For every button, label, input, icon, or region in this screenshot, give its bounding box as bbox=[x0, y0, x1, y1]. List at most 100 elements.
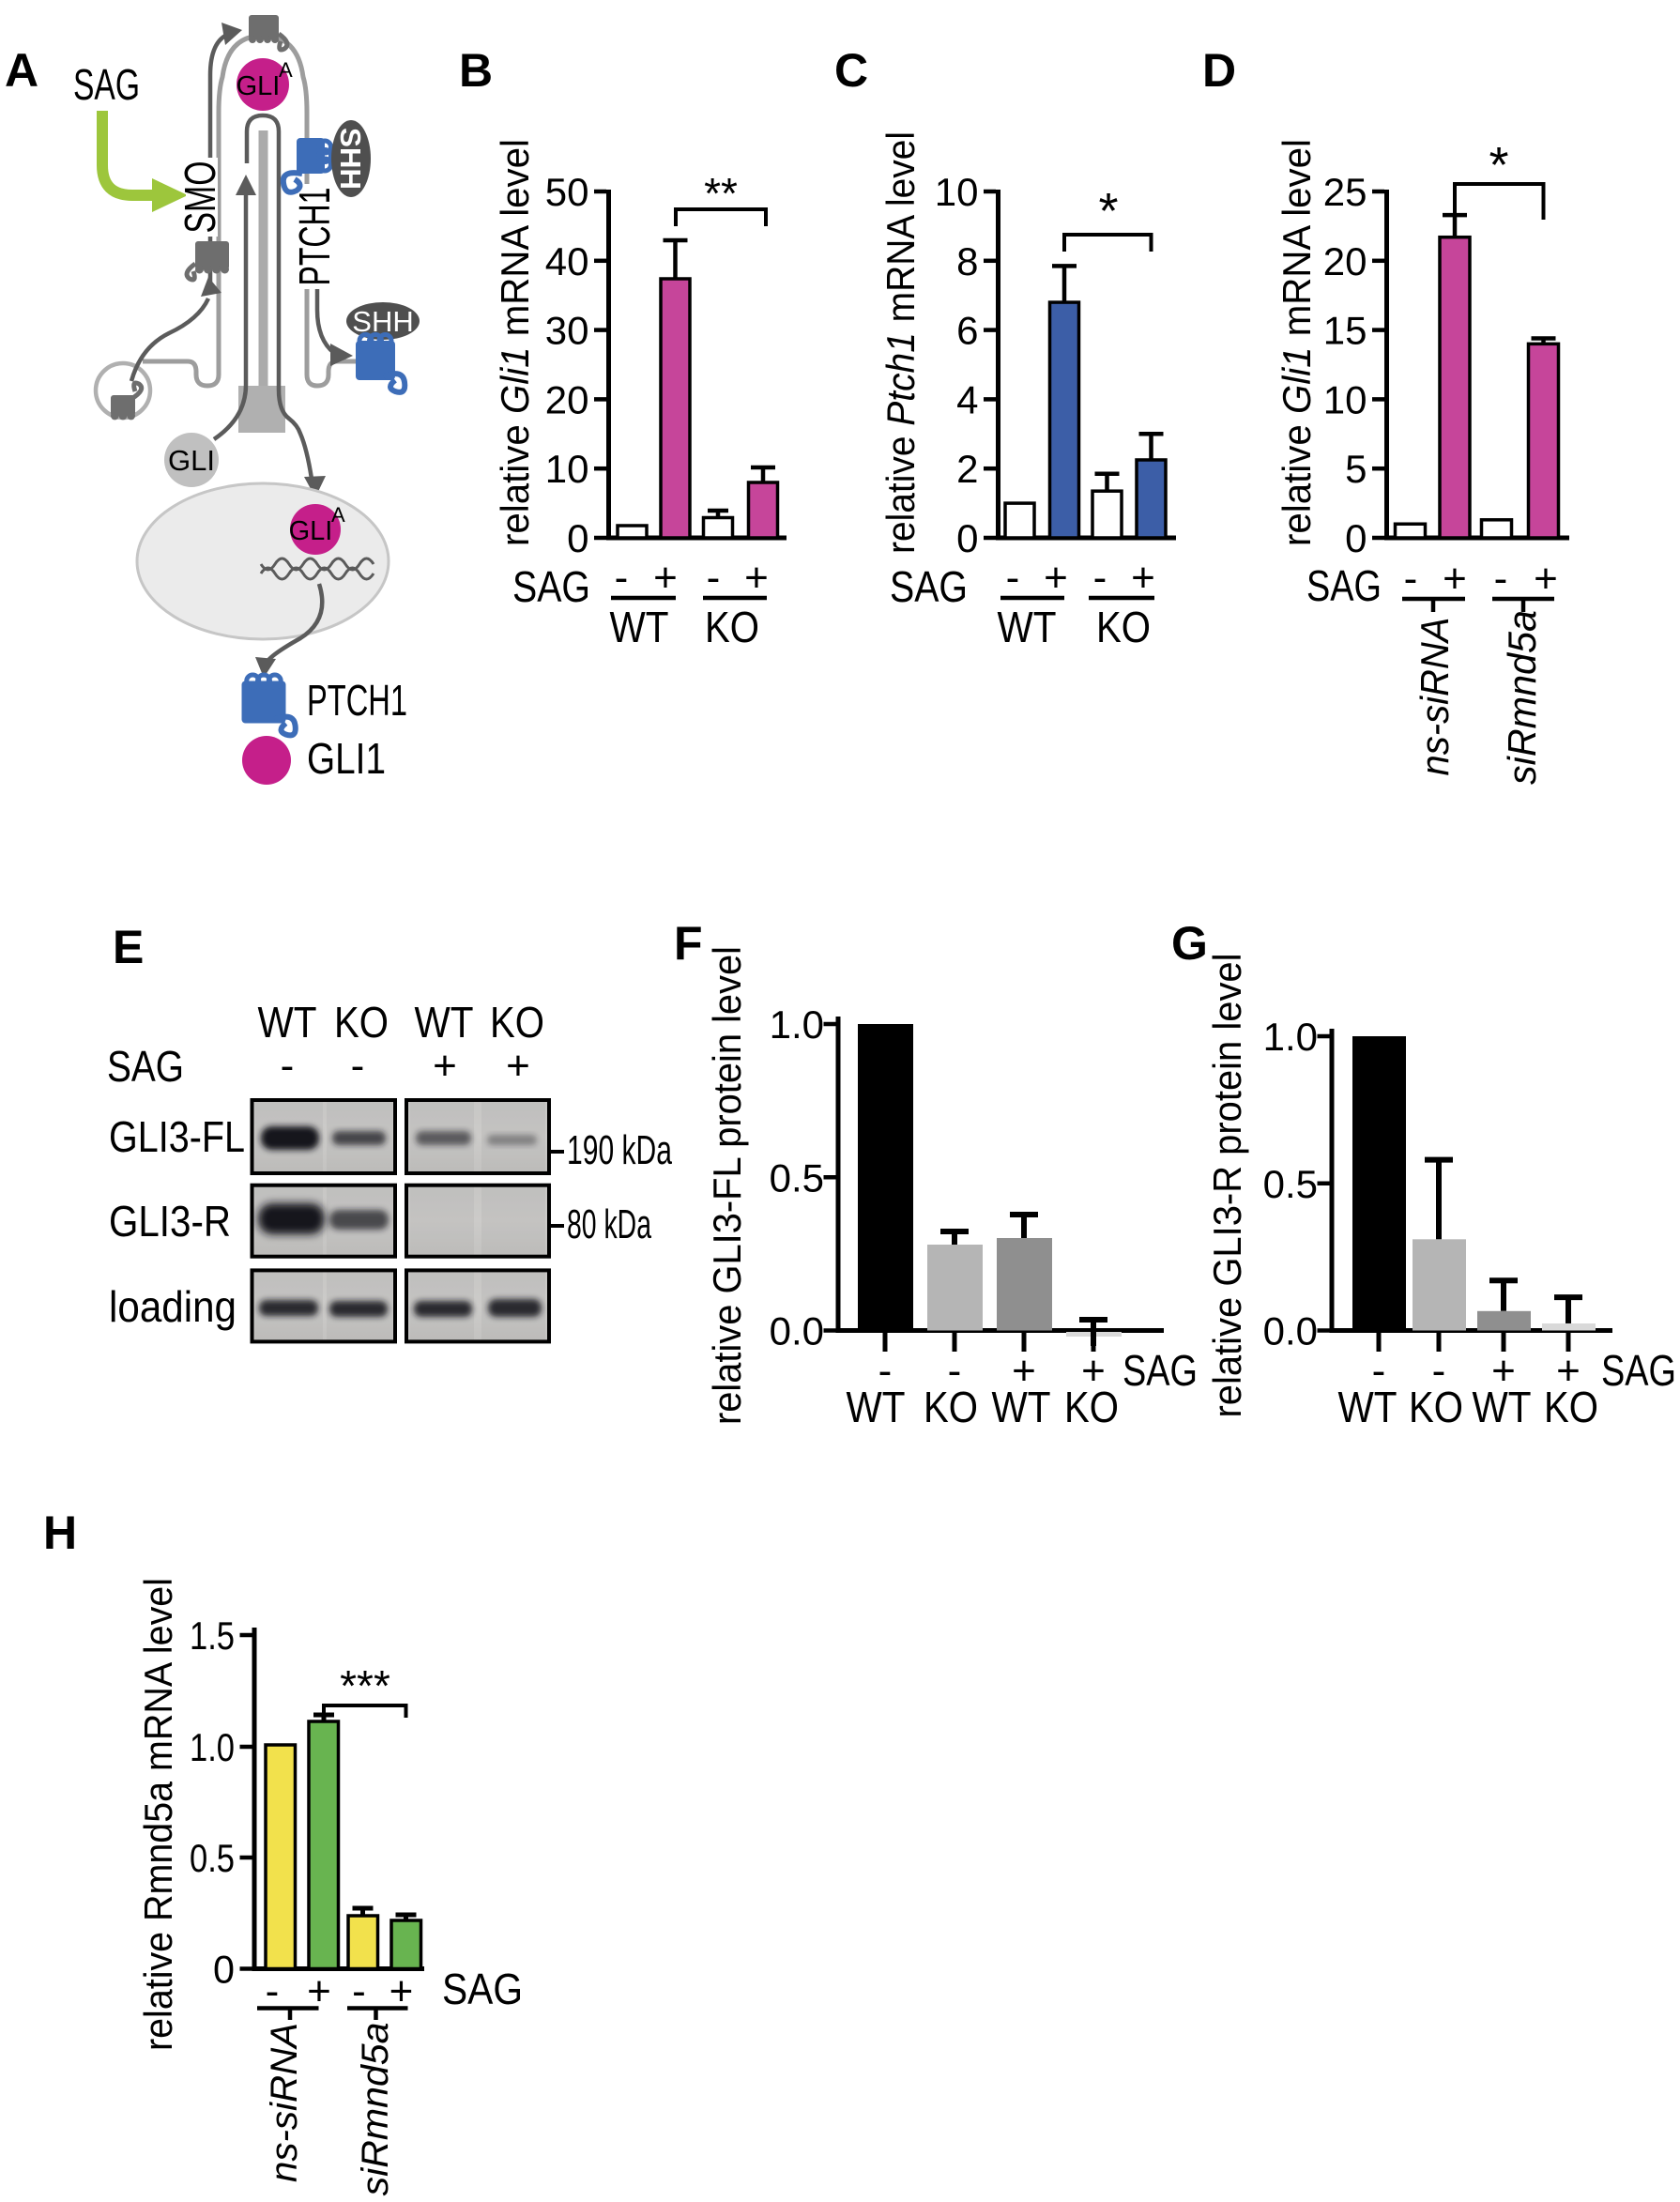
svg-text:relative Gli1 mRNA level: relative Gli1 mRNA level bbox=[493, 139, 537, 546]
svg-text:-: - bbox=[281, 1043, 295, 1089]
svg-text:*: * bbox=[1098, 183, 1118, 239]
svg-text:ns-siRNA: ns-siRNA bbox=[1413, 618, 1457, 776]
svg-text:SMO: SMO bbox=[176, 161, 224, 234]
svg-text:0: 0 bbox=[213, 1948, 235, 1992]
svg-text:A: A bbox=[279, 58, 293, 82]
svg-text:-: - bbox=[1093, 555, 1107, 601]
svg-text:-: - bbox=[352, 1968, 366, 2014]
svg-text:+: + bbox=[1044, 555, 1068, 601]
svg-text:WT: WT bbox=[1473, 1383, 1532, 1431]
svg-text:10: 10 bbox=[1323, 377, 1367, 421]
svg-text:KO: KO bbox=[705, 603, 759, 651]
svg-text:0.5: 0.5 bbox=[1263, 1162, 1318, 1206]
svg-text:siRmnd5a: siRmnd5a bbox=[1500, 610, 1544, 785]
svg-text:+: + bbox=[1081, 1348, 1106, 1394]
svg-text:KO: KO bbox=[1096, 603, 1151, 651]
svg-text:80 kDa: 80 kDa bbox=[567, 1201, 651, 1247]
svg-text:PTCH1: PTCH1 bbox=[290, 188, 339, 286]
svg-text:15: 15 bbox=[1323, 309, 1367, 353]
svg-text:E: E bbox=[113, 921, 144, 973]
svg-text:**: ** bbox=[704, 169, 738, 218]
svg-text:relative Rmnd5a mRNA level: relative Rmnd5a mRNA level bbox=[136, 1578, 180, 2051]
svg-text:-: - bbox=[351, 1043, 365, 1089]
svg-text:-: - bbox=[1372, 1348, 1386, 1394]
svg-text:KO: KO bbox=[334, 998, 389, 1047]
svg-text:WT: WT bbox=[847, 1383, 906, 1431]
svg-text:0.5: 0.5 bbox=[190, 1836, 235, 1880]
svg-text:5: 5 bbox=[1345, 447, 1367, 491]
svg-text:20: 20 bbox=[545, 377, 589, 421]
svg-text:1.5: 1.5 bbox=[190, 1613, 235, 1658]
svg-text:+: + bbox=[744, 555, 769, 601]
svg-text:-: - bbox=[615, 555, 629, 601]
svg-text:20: 20 bbox=[1323, 239, 1367, 283]
svg-text:GLI: GLI bbox=[168, 444, 215, 477]
svg-text:GLI3-FL: GLI3-FL bbox=[109, 1112, 245, 1161]
svg-text:1.0: 1.0 bbox=[190, 1725, 235, 1769]
svg-text:loading: loading bbox=[109, 1282, 237, 1331]
svg-text:SAG: SAG bbox=[512, 562, 590, 611]
svg-text:SAG: SAG bbox=[107, 1042, 184, 1091]
svg-text:190 kDa: 190 kDa bbox=[567, 1127, 672, 1173]
svg-text:WT: WT bbox=[998, 603, 1057, 651]
svg-text:2: 2 bbox=[956, 447, 978, 491]
svg-text:D: D bbox=[1202, 44, 1236, 97]
svg-text:+: + bbox=[1131, 555, 1155, 601]
svg-text:***: *** bbox=[340, 1661, 390, 1710]
svg-text:GLI: GLI bbox=[289, 516, 333, 546]
svg-text:relative GLI3-R protein level: relative GLI3-R protein level bbox=[1205, 954, 1249, 1418]
svg-text:-: - bbox=[707, 555, 721, 601]
svg-text:8: 8 bbox=[956, 239, 978, 283]
svg-text:+: + bbox=[1443, 556, 1467, 602]
svg-text:B: B bbox=[459, 44, 493, 97]
svg-text:0: 0 bbox=[956, 516, 978, 560]
svg-text:SAG: SAG bbox=[1123, 1346, 1198, 1395]
svg-text:*: * bbox=[1489, 137, 1508, 193]
svg-text:+: + bbox=[1556, 1348, 1581, 1394]
svg-text:0.5: 0.5 bbox=[770, 1155, 824, 1200]
svg-text:+: + bbox=[1491, 1348, 1516, 1394]
svg-text:A: A bbox=[331, 503, 345, 527]
svg-text:WT: WT bbox=[1338, 1383, 1397, 1431]
svg-text:GLI3-R: GLI3-R bbox=[109, 1197, 231, 1246]
svg-text:GLI1: GLI1 bbox=[307, 734, 386, 783]
svg-text:C: C bbox=[834, 44, 868, 97]
svg-text:10: 10 bbox=[935, 170, 979, 214]
svg-text:+: + bbox=[653, 555, 678, 601]
svg-text:SAG: SAG bbox=[890, 562, 968, 611]
svg-text:KO: KO bbox=[924, 1383, 978, 1431]
svg-text:siRmnd5a: siRmnd5a bbox=[355, 2023, 396, 2196]
svg-text:-: - bbox=[878, 1348, 893, 1394]
svg-text:+: + bbox=[433, 1043, 457, 1089]
svg-text:-: - bbox=[948, 1348, 962, 1394]
svg-text:relative Gli1 mRNA level: relative Gli1 mRNA level bbox=[1275, 139, 1319, 546]
svg-text:-: - bbox=[1494, 556, 1508, 602]
svg-text:relative Ptch1 mRNA level: relative Ptch1 mRNA level bbox=[878, 131, 923, 554]
svg-text:WT: WT bbox=[258, 998, 317, 1047]
svg-text:25: 25 bbox=[1323, 170, 1367, 214]
svg-text:H: H bbox=[43, 1506, 77, 1559]
svg-text:KO: KO bbox=[1544, 1383, 1598, 1431]
svg-text:KO: KO bbox=[490, 998, 544, 1047]
svg-text:WT: WT bbox=[992, 1383, 1051, 1431]
svg-text:4: 4 bbox=[956, 377, 978, 421]
svg-text:KO: KO bbox=[1064, 1383, 1119, 1431]
svg-text:SAG: SAG bbox=[1601, 1346, 1676, 1395]
svg-text:0: 0 bbox=[1345, 516, 1367, 560]
svg-text:-: - bbox=[266, 1968, 280, 2014]
svg-text:GLI: GLI bbox=[237, 71, 281, 101]
svg-text:G: G bbox=[1171, 917, 1208, 970]
svg-text:PTCH1: PTCH1 bbox=[307, 676, 407, 725]
svg-text:+: + bbox=[506, 1043, 530, 1089]
svg-text:-: - bbox=[1006, 555, 1020, 601]
svg-text:0: 0 bbox=[567, 516, 588, 560]
svg-text:SAG: SAG bbox=[1306, 561, 1382, 610]
svg-text:0.0: 0.0 bbox=[1263, 1309, 1318, 1353]
svg-text:+: + bbox=[1012, 1348, 1036, 1394]
svg-text:+: + bbox=[1534, 556, 1558, 602]
svg-text:-: - bbox=[1432, 1348, 1446, 1394]
svg-text:6: 6 bbox=[956, 309, 978, 353]
svg-text:40: 40 bbox=[545, 239, 589, 283]
svg-text:WT: WT bbox=[415, 998, 474, 1047]
svg-text:ns-siRNA: ns-siRNA bbox=[264, 2023, 305, 2182]
